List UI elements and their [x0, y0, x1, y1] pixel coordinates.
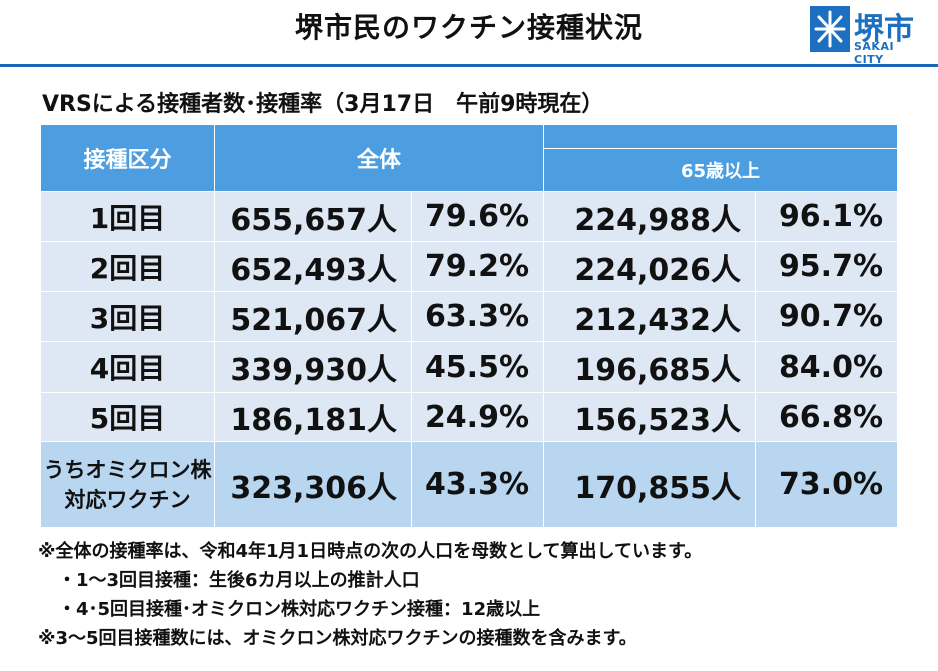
age65-rate: 84.0% [755, 341, 899, 393]
footnote: ※3～5回目接種数には、オミクロン株対応ワクチンの接種数を含みます。 [38, 628, 637, 649]
omicron-row: うちオミクロン株 対応ワクチン 323,306人 43.3% 170,855人 … [40, 441, 899, 528]
overall-count: 652,493人 [214, 241, 412, 292]
footnote-item: ・1～3回目接種：生後6カ月以上の推計人口 [58, 570, 420, 591]
omicron-label-line2: 対応ワクチン [64, 487, 191, 512]
header-age65-top [543, 124, 899, 149]
header-divider [0, 64, 938, 67]
age65-rate: 90.7% [755, 291, 899, 342]
omicron-age65-rate: 73.0% [755, 441, 899, 528]
sakai-city-logo: 堺市 SAKAI CITY [810, 6, 920, 66]
row-label: 4回目 [40, 341, 215, 393]
age65-count: 224,026人 [543, 241, 757, 292]
omicron-age65-count: 170,855人 [543, 441, 757, 528]
overall-count: 339,930人 [214, 341, 412, 393]
table-header-row: 接種区分 全体 [40, 124, 899, 192]
omicron-overall-count: 323,306人 [214, 441, 412, 528]
row-label: 5回目 [40, 392, 215, 442]
header-overall: 全体 [213, 124, 545, 192]
overall-rate: 63.3% [410, 291, 545, 342]
header-category: 接種区分 [40, 124, 215, 192]
page-title: 堺市民のワクチン接種状況 [294, 11, 643, 44]
age65-count: 156,523人 [543, 392, 757, 442]
overall-rate: 79.6% [410, 191, 545, 242]
footnotes: ※全体の接種率は、令和4年1月1日時点の次の人口を母数として算出しています。 ・… [38, 537, 918, 653]
overall-count: 186,181人 [214, 392, 412, 442]
age65-rate: 66.8% [755, 392, 899, 442]
table-caption: VRSによる接種者数･接種率（3月17日 午前9時現在） [42, 92, 604, 117]
table-row: 5回目 186,181人 24.9% 156,523人 66.8% [40, 392, 899, 442]
age65-rate: 96.1% [755, 191, 899, 242]
table-row: 4回目 339,930人 45.5% 196,685人 84.0% [40, 341, 899, 393]
table-row: 2回目 652,493人 79.2% 224,026人 95.7% [40, 241, 899, 292]
vaccination-table: 接種区分 全体 65歳以上 1回目 655,657人 79.6% 224,988… [40, 124, 899, 528]
table-subheader-row: 65歳以上 [41, 148, 899, 192]
age65-count: 196,685人 [543, 341, 757, 393]
overall-count: 655,657人 [214, 191, 412, 242]
row-label: 1回目 [40, 191, 215, 242]
footnote-item: ・4･5回目接種･オミクロン株対応ワクチン接種：12歳以上 [58, 599, 541, 620]
row-label: 3回目 [40, 291, 215, 342]
overall-rate: 79.2% [410, 241, 545, 292]
age65-count: 224,988人 [543, 191, 757, 242]
omicron-row-label: うちオミクロン株 対応ワクチン [40, 441, 215, 528]
footnote: ※全体の接種率は、令和4年1月1日時点の次の人口を母数として算出しています。 [38, 541, 703, 562]
table-row: 3回目 521,067人 63.3% 212,432人 90.7% [40, 291, 899, 342]
header-age65: 65歳以上 [543, 148, 899, 192]
omicron-overall-rate: 43.3% [410, 441, 545, 528]
overall-rate: 24.9% [410, 392, 545, 442]
age65-count: 212,432人 [543, 291, 757, 342]
overall-count: 521,067人 [214, 291, 412, 342]
page-header: 堺市民のワクチン接種状況 堺市 SAKAI CITY [0, 0, 938, 67]
logo-subtitle: SAKAI CITY [854, 40, 895, 66]
logo-wordmark: 堺市 [854, 12, 914, 47]
age65-rate: 95.7% [755, 241, 899, 292]
city-emblem-icon [810, 6, 850, 52]
row-label: 2回目 [40, 241, 215, 292]
overall-rate: 45.5% [410, 341, 545, 393]
omicron-label-line1: うちオミクロン株 [43, 457, 212, 482]
table-row: 1回目 655,657人 79.6% 224,988人 96.1% [40, 191, 899, 242]
